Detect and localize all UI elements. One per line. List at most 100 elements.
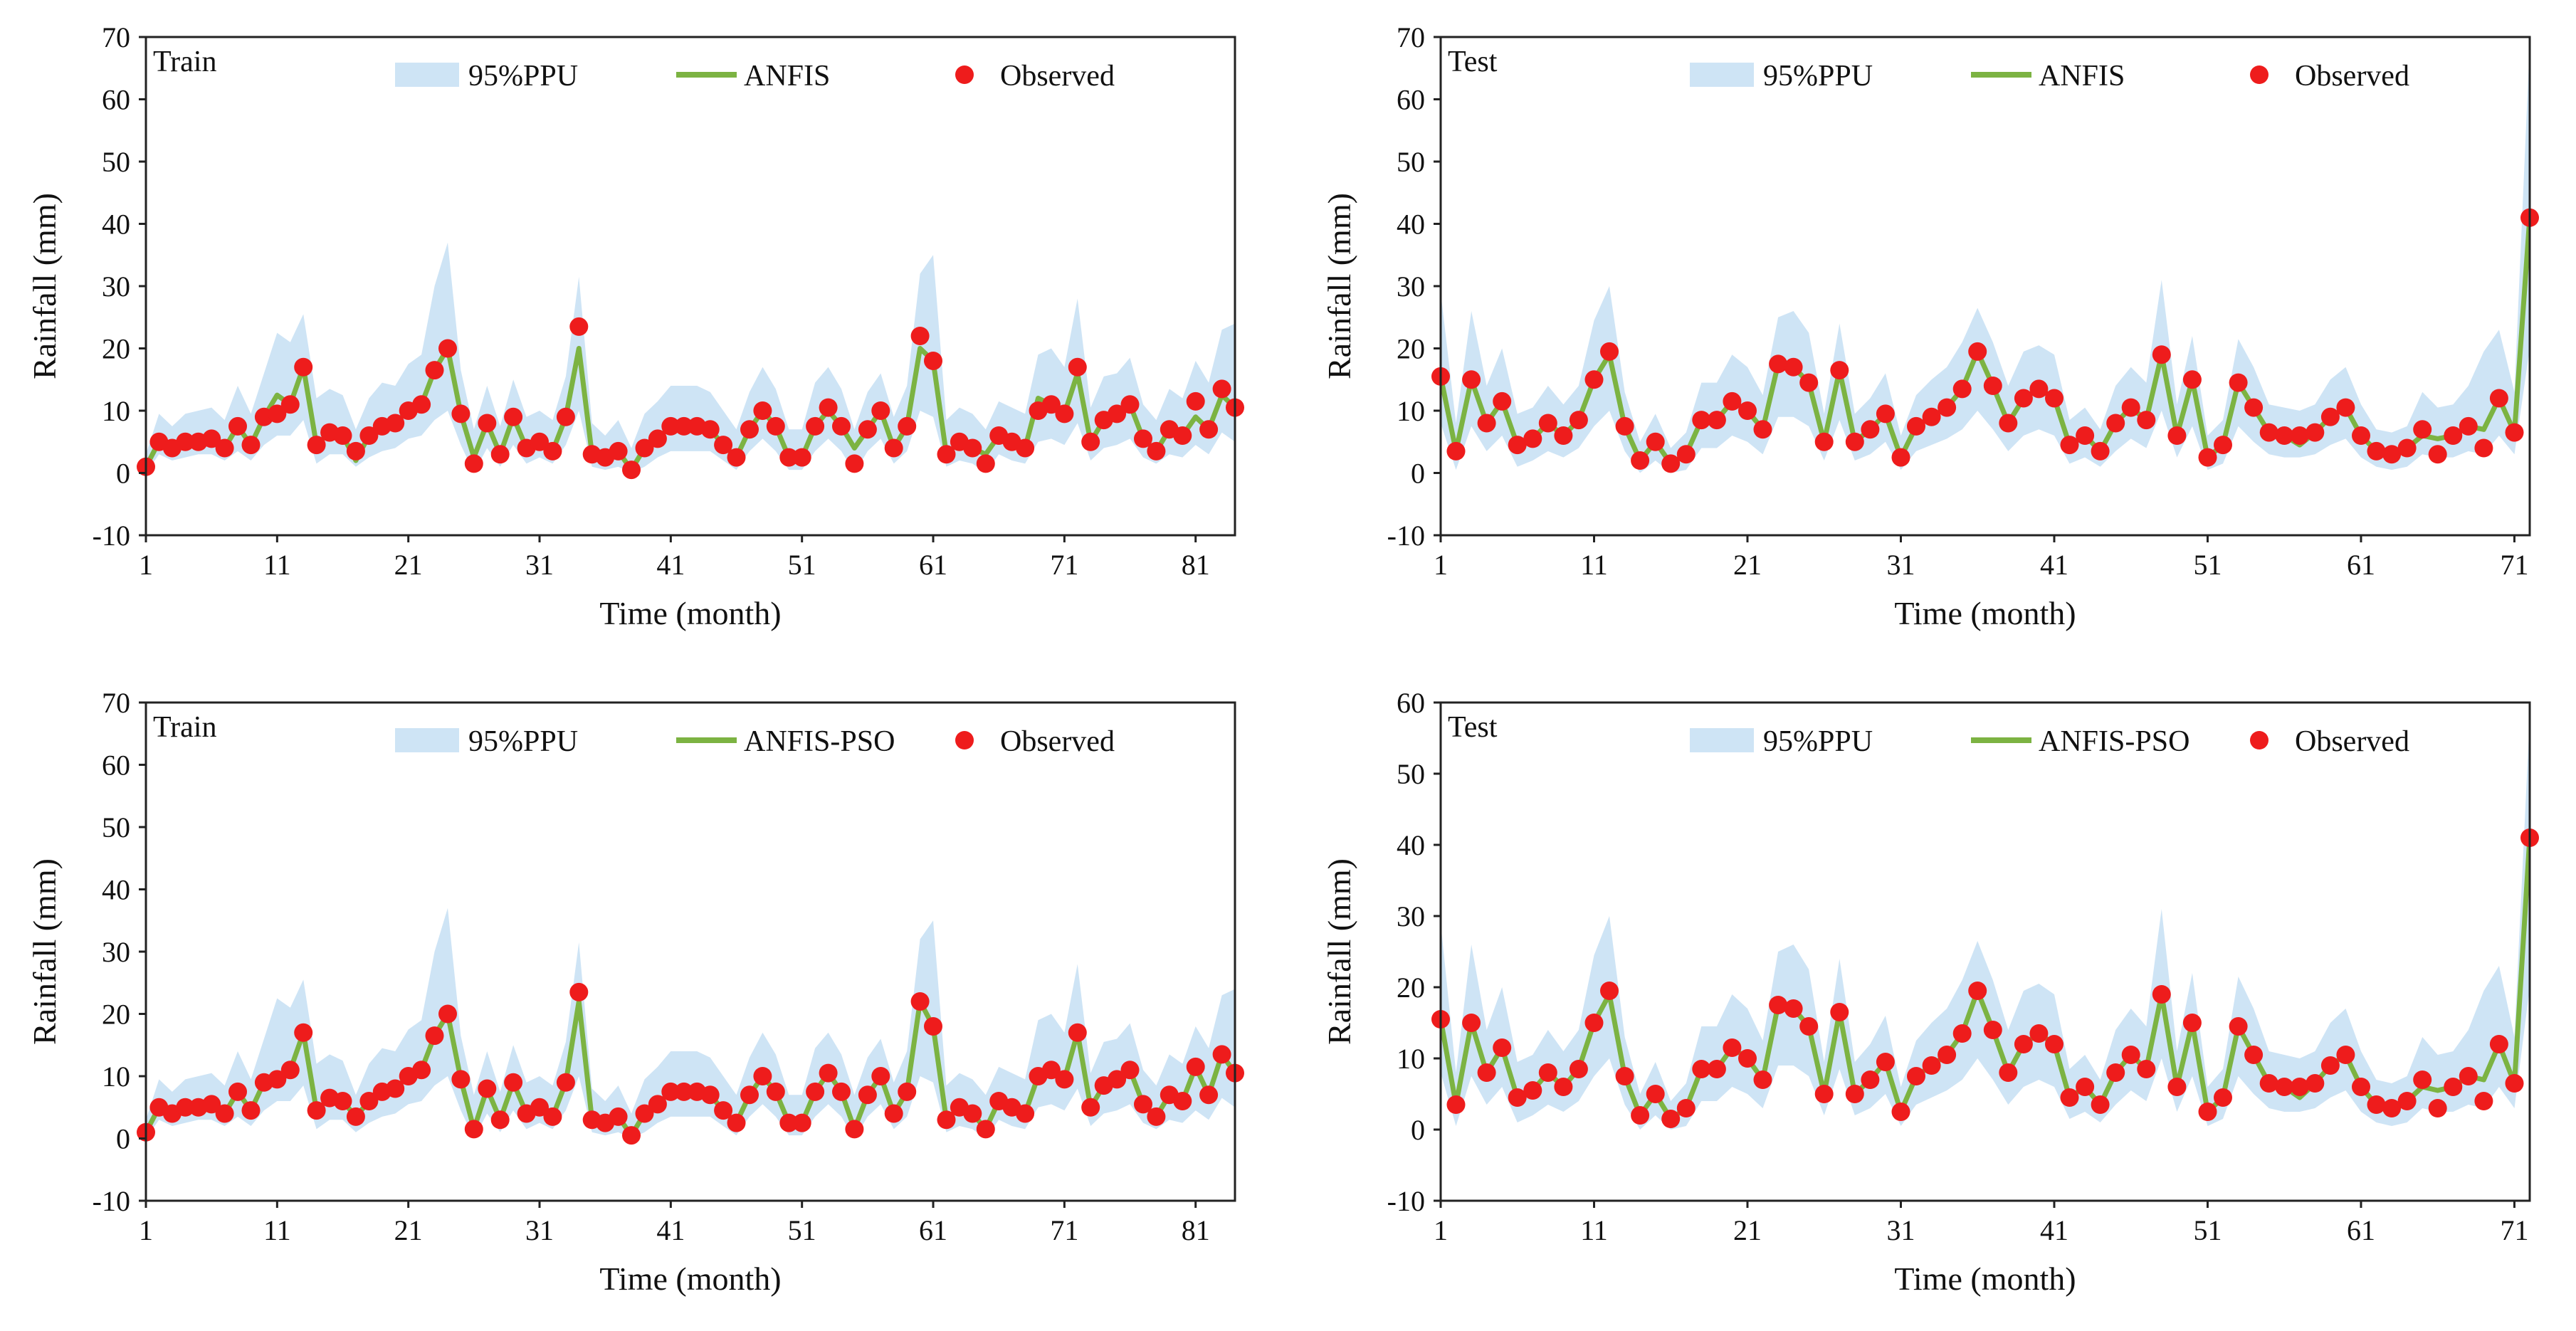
legend-ppu-swatch [395, 63, 459, 87]
observed-point [1108, 404, 1127, 424]
observed-point [1147, 1107, 1166, 1126]
observed-point [1968, 342, 1987, 361]
observed-point [543, 441, 562, 461]
y-axis-title: Rainfall (mm) [26, 858, 63, 1045]
observed-point [1707, 1060, 1726, 1078]
x-tick-label: 71 [2500, 549, 2528, 581]
observed-point [478, 1079, 497, 1098]
observed-point [2352, 1078, 2370, 1096]
observed-point [2091, 441, 2110, 461]
observed-point [2076, 426, 2095, 445]
y-tick-label: 20 [102, 333, 130, 365]
chart-panel-train-anfis-pso: -10 0 10 20 30 40 50 60 70 1 11 21 31 41 51 61 71 81 Time … [0, 666, 1281, 1331]
observed-point [556, 1073, 575, 1092]
x-tick-label: 31 [525, 1214, 554, 1246]
legend-observed-marker [2250, 65, 2269, 84]
y-tick-label: 10 [1397, 395, 1425, 427]
legend-ppu-label: 95%PPU [468, 725, 578, 758]
observed-point [884, 438, 903, 458]
observed-point [1784, 999, 1803, 1018]
observed-point [176, 1098, 195, 1117]
observed-point [910, 327, 930, 345]
observed-point [2214, 436, 2232, 455]
observed-point [1692, 411, 1711, 430]
observed-point [228, 416, 247, 436]
observed-point [1538, 414, 1557, 433]
observed-point [2029, 1024, 2049, 1043]
legend-model-label: ANFIS [744, 60, 830, 93]
x-tick-label: 21 [394, 1214, 423, 1246]
legend-model-label: ANFIS-PSO [2039, 725, 2189, 758]
observed-point [2121, 1046, 2140, 1064]
y-tick-label: 0 [116, 1123, 130, 1155]
observed-point [1569, 411, 1588, 430]
x-tick-label: 81 [1182, 1214, 1210, 1246]
observed-point [2428, 1099, 2447, 1117]
observed-point [1446, 1095, 1466, 1114]
observed-point [2106, 414, 2125, 433]
observed-point [1493, 1038, 1512, 1057]
ppu-band [1441, 43, 2530, 473]
x-tick-label: 71 [2500, 1214, 2528, 1246]
observed-point [2152, 345, 2171, 364]
observed-point [1830, 361, 1849, 380]
observed-point [1199, 420, 1219, 439]
observed-point [2229, 373, 2248, 392]
observed-point [2290, 1078, 2309, 1096]
observed-point [1462, 370, 1481, 389]
chart-panel-train-anfis: -10 0 10 20 30 40 50 60 70 1 11 21 31 41 51 61 71 81 Time … [0, 0, 1281, 666]
observed-point [1952, 1024, 1972, 1043]
legend-observed-marker [955, 65, 974, 84]
observed-point [1600, 982, 1619, 1000]
observed-point [1646, 1085, 1665, 1103]
observed-point [1055, 1070, 1074, 1089]
y-tick-label: -10 [93, 1185, 130, 1217]
y-tick-label: 30 [1397, 270, 1425, 302]
observed-point [464, 1120, 483, 1139]
y-tick-label: 30 [102, 936, 130, 968]
observed-point [2106, 1063, 2125, 1082]
observed-point [2229, 1017, 2248, 1036]
observed-point [2060, 1088, 2079, 1107]
observed-point [1922, 1056, 1941, 1075]
observed-point [490, 445, 510, 464]
observed-point [412, 1061, 431, 1080]
observed-point [1753, 420, 1772, 439]
observed-point [1186, 391, 1205, 411]
observed-point [1907, 416, 1925, 436]
observed-point [2182, 370, 2202, 389]
observed-point [1016, 438, 1035, 458]
observed-point [1938, 398, 1957, 417]
observed-point [1907, 1067, 1925, 1085]
observed-point [1845, 1085, 1864, 1103]
observed-point [2459, 1067, 2478, 1085]
observed-point [2444, 1078, 2463, 1096]
x-tick-label: 71 [1050, 1214, 1078, 1246]
observed-point [2045, 389, 2064, 408]
observed-point [1134, 429, 1152, 448]
observed-point [779, 1113, 799, 1132]
y-tick-label: 20 [1397, 972, 1425, 1004]
observed-point [1999, 414, 2018, 433]
plot-frame [144, 701, 1236, 1202]
y-tick-label: 0 [1411, 1114, 1425, 1146]
observed-point [294, 1023, 313, 1042]
observed-point [635, 438, 654, 458]
observed-point [661, 416, 680, 436]
observed-point [714, 436, 733, 455]
observed-point [1508, 1088, 1527, 1107]
observed-point [425, 361, 444, 380]
observed-point [1723, 391, 1742, 411]
y-tick-label: 30 [102, 270, 130, 302]
observed-point [543, 1107, 562, 1126]
observed-point [1799, 373, 1819, 392]
observed-point [2198, 448, 2217, 467]
observed-point [2320, 1056, 2340, 1075]
observed-point [1983, 377, 2002, 395]
plot-frame [1439, 701, 2531, 1202]
observed-point [2382, 1099, 2402, 1117]
observed-point [1769, 996, 1788, 1014]
